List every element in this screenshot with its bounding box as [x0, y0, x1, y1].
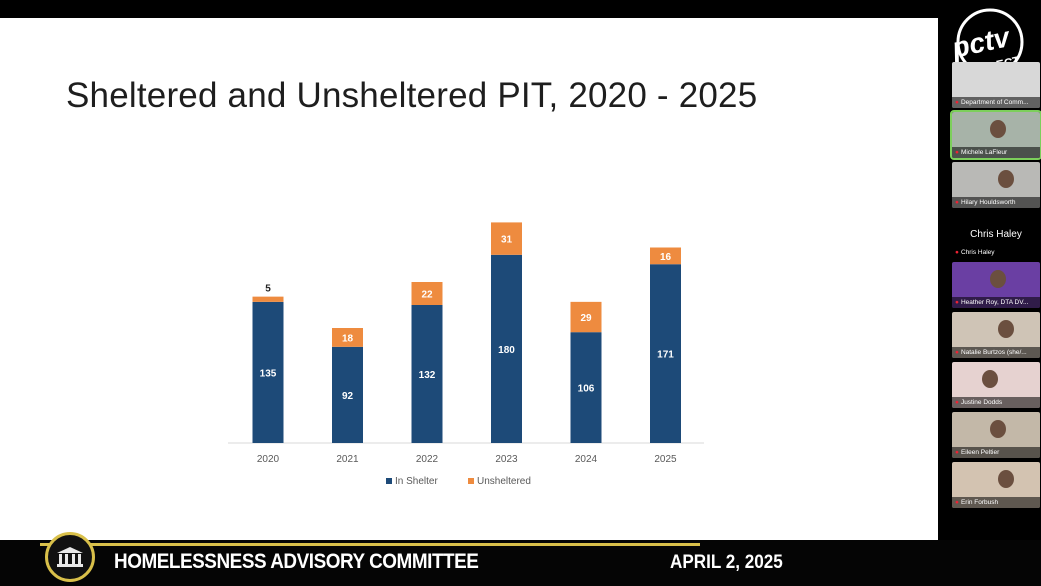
participant-name: ● Heather Roy, DTA DV... — [952, 297, 1040, 308]
data-label-unsheltered-2023: 31 — [501, 235, 513, 246]
data-label-in-shelter-2021: 92 — [342, 391, 354, 402]
data-label-in-shelter-2022: 132 — [419, 370, 436, 381]
participant-video — [998, 470, 1014, 488]
presentation-slide: Sheltered and Unsheltered PIT, 2020 - 20… — [0, 18, 938, 550]
muted-mic-icon: ● — [955, 149, 959, 156]
participant-video — [998, 320, 1014, 338]
legend-label-in-shelter: In Shelter — [395, 476, 438, 487]
muted-mic-icon: ● — [955, 349, 959, 356]
building-icon — [57, 547, 83, 567]
stacked-bar-chart: 135 5 2020 92 18 2021 132 22 2022 180 31 2023 106 29 2… — [228, 222, 704, 487]
legend-swatch-unsheltered — [468, 478, 474, 484]
data-label-unsheltered-2021: 18 — [342, 333, 354, 344]
participant-name: ● Department of Comm... — [952, 97, 1040, 108]
bar-unsheltered-2021 — [332, 328, 363, 347]
participant-tile[interactable]: ● Department of Comm... — [952, 62, 1040, 108]
bar-unsheltered-2020 — [252, 296, 284, 302]
slide-title: Sheltered and Unsheltered PIT, 2020 - 20… — [66, 76, 758, 115]
data-label-in-shelter-2020: 135 — [260, 368, 277, 379]
active-speaker-name: ● Chris Haley — [955, 249, 995, 256]
muted-mic-icon: ● — [955, 499, 959, 506]
participant-name: ● Michele LaFleur — [952, 147, 1040, 158]
participant-tile[interactable]: ● Justine Dodds — [952, 362, 1040, 408]
muted-mic-icon: ● — [955, 449, 959, 456]
city-seal-icon — [45, 532, 95, 582]
data-label-unsheltered-2020: 5 — [265, 284, 271, 295]
bar-unsheltered-2023 — [491, 222, 522, 255]
bar-in-shelter-2023 — [491, 254, 522, 443]
participant-tile[interactable]: ● Heather Roy, DTA DV... — [952, 262, 1040, 308]
meeting-title: HOMELESSNESS ADVISORY COMMITTEE — [114, 550, 479, 573]
data-label-in-shelter-2024: 106 — [578, 384, 595, 395]
x-tick-label-2020: 2020 — [257, 454, 280, 465]
data-label-unsheltered-2025: 16 — [660, 252, 672, 263]
x-tick-label-2024: 2024 — [575, 454, 598, 465]
participant-video — [990, 120, 1006, 138]
bar-in-shelter-2024 — [570, 332, 602, 443]
pctv-select-logo: pctv SELECT — [948, 8, 1024, 77]
participant-tile[interactable]: ● Natalie Burtzos (she/... — [952, 312, 1040, 358]
legend-label-unsheltered: Unsheltered — [477, 476, 531, 487]
x-tick-label-2023: 2023 — [495, 454, 518, 465]
participant-name: Chris Haley — [960, 249, 995, 256]
bar-unsheltered-2022 — [411, 282, 443, 305]
x-tick-label-2022: 2022 — [416, 454, 439, 465]
lower-third-accent-line — [40, 543, 700, 546]
participant-name: ● Eileen Peltier — [952, 447, 1040, 458]
participant-video — [982, 370, 998, 388]
x-tick-label-2025: 2025 — [654, 454, 677, 465]
x-tick-label-2021: 2021 — [336, 454, 359, 465]
bar-in-shelter-2022 — [411, 305, 443, 443]
meeting-date: APRIL 2, 2025 — [670, 552, 783, 573]
participant-tile[interactable]: ● Erin Forbush — [952, 462, 1040, 508]
muted-mic-icon: ● — [955, 99, 959, 106]
data-label-unsheltered-2024: 29 — [580, 313, 592, 324]
muted-mic-icon: ● — [955, 399, 959, 406]
data-label-in-shelter-2025: 171 — [657, 350, 674, 361]
bar-in-shelter-2025 — [650, 264, 681, 443]
participant-name: ● Justine Dodds — [952, 397, 1040, 408]
participant-name: ● Natalie Burtzos (she/... — [952, 347, 1040, 358]
muted-mic-icon: ● — [955, 299, 959, 306]
participant-tile[interactable]: ● Michele LaFleur — [950, 110, 1041, 160]
muted-mic-icon: ● — [955, 199, 959, 206]
participant-name: ● Hilary Houldsworth — [952, 197, 1040, 208]
bar-in-shelter-2021 — [332, 346, 363, 443]
data-label-unsheltered-2022: 22 — [421, 290, 433, 301]
participant-tile[interactable]: ● Hilary Houldsworth — [952, 162, 1040, 208]
bar-in-shelter-2020 — [252, 301, 284, 443]
participant-video — [990, 420, 1006, 438]
top-letterbox — [0, 0, 1041, 18]
participant-video — [990, 270, 1006, 288]
bar-unsheltered-2024 — [570, 301, 602, 333]
bar-unsheltered-2025 — [650, 247, 681, 265]
data-label-in-shelter-2023: 180 — [498, 345, 515, 356]
participant-video — [998, 170, 1014, 188]
lower-third-banner — [0, 540, 1041, 586]
participant-tile[interactable]: ● Eileen Peltier — [952, 412, 1040, 458]
active-speaker-label: Chris Haley — [970, 229, 1022, 240]
legend-swatch-in-shelter — [386, 478, 392, 484]
participant-name: ● Erin Forbush — [952, 497, 1040, 508]
